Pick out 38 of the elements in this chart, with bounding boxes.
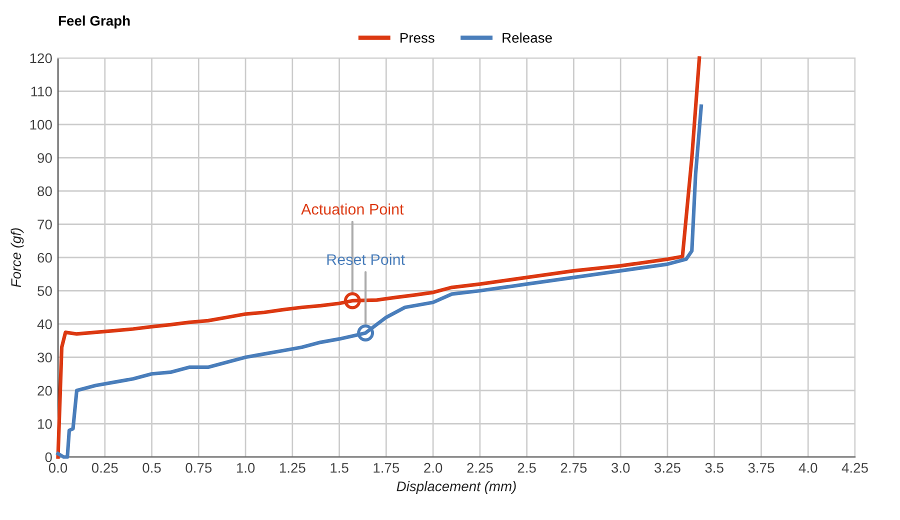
x-tick-label: 2.5 (518, 462, 536, 473)
x-tick-label: 2.25 (467, 462, 493, 473)
y-tick-label: 80 (38, 186, 52, 196)
annotation: Reset Point (327, 254, 405, 265)
legend-label: Release (502, 32, 552, 43)
y-tick-label: 10 (38, 419, 52, 429)
y-tick-label: 60 (38, 252, 52, 263)
x-tick-label: 1.75 (374, 463, 400, 473)
x-tick-label: 3.25 (654, 462, 680, 473)
x-tick-label: 1.5 (330, 463, 348, 473)
y-tick-label: 50 (38, 286, 52, 296)
y-tick-label: 100 (30, 120, 52, 130)
x-tick-label: 3.5 (705, 462, 724, 473)
legend-label: Press (400, 33, 434, 43)
x-tick-label: 2.0 (424, 462, 442, 473)
y-tick-label: 20 (38, 386, 52, 396)
y-tick-label: 70 (38, 220, 52, 230)
chart-title: Feel Graph (58, 16, 130, 28)
y-tick-label: 90 (38, 153, 52, 163)
y-tick-label: 120 (30, 53, 52, 64)
y-tick-label: 0 (45, 452, 52, 462)
y-tick-label: 110 (31, 86, 52, 96)
x-tick-label: 0.75 (186, 462, 212, 473)
x-axis-title: Displacement (mm) (396, 481, 516, 494)
annotation: Actuation Point (301, 203, 404, 215)
x-tick-label: 1.25 (280, 462, 306, 473)
y-axis-title: Force (gf) (10, 228, 24, 288)
x-tick-label: 0.25 (92, 462, 118, 473)
x-tick-label: 0.0 (48, 462, 68, 473)
y-tick-label: 40 (37, 319, 52, 330)
x-tick-label: 1.0 (236, 462, 255, 473)
x-tick-label: 3.0 (611, 462, 630, 473)
x-tick-label: 4.25 (842, 462, 868, 473)
y-tick-label: 30 (38, 352, 52, 362)
x-tick-label: 4.0 (798, 462, 818, 473)
x-tick-label: 3.75 (748, 462, 774, 473)
x-tick-label: 0.5 (142, 462, 161, 473)
x-tick-label: 2.75 (560, 462, 587, 473)
